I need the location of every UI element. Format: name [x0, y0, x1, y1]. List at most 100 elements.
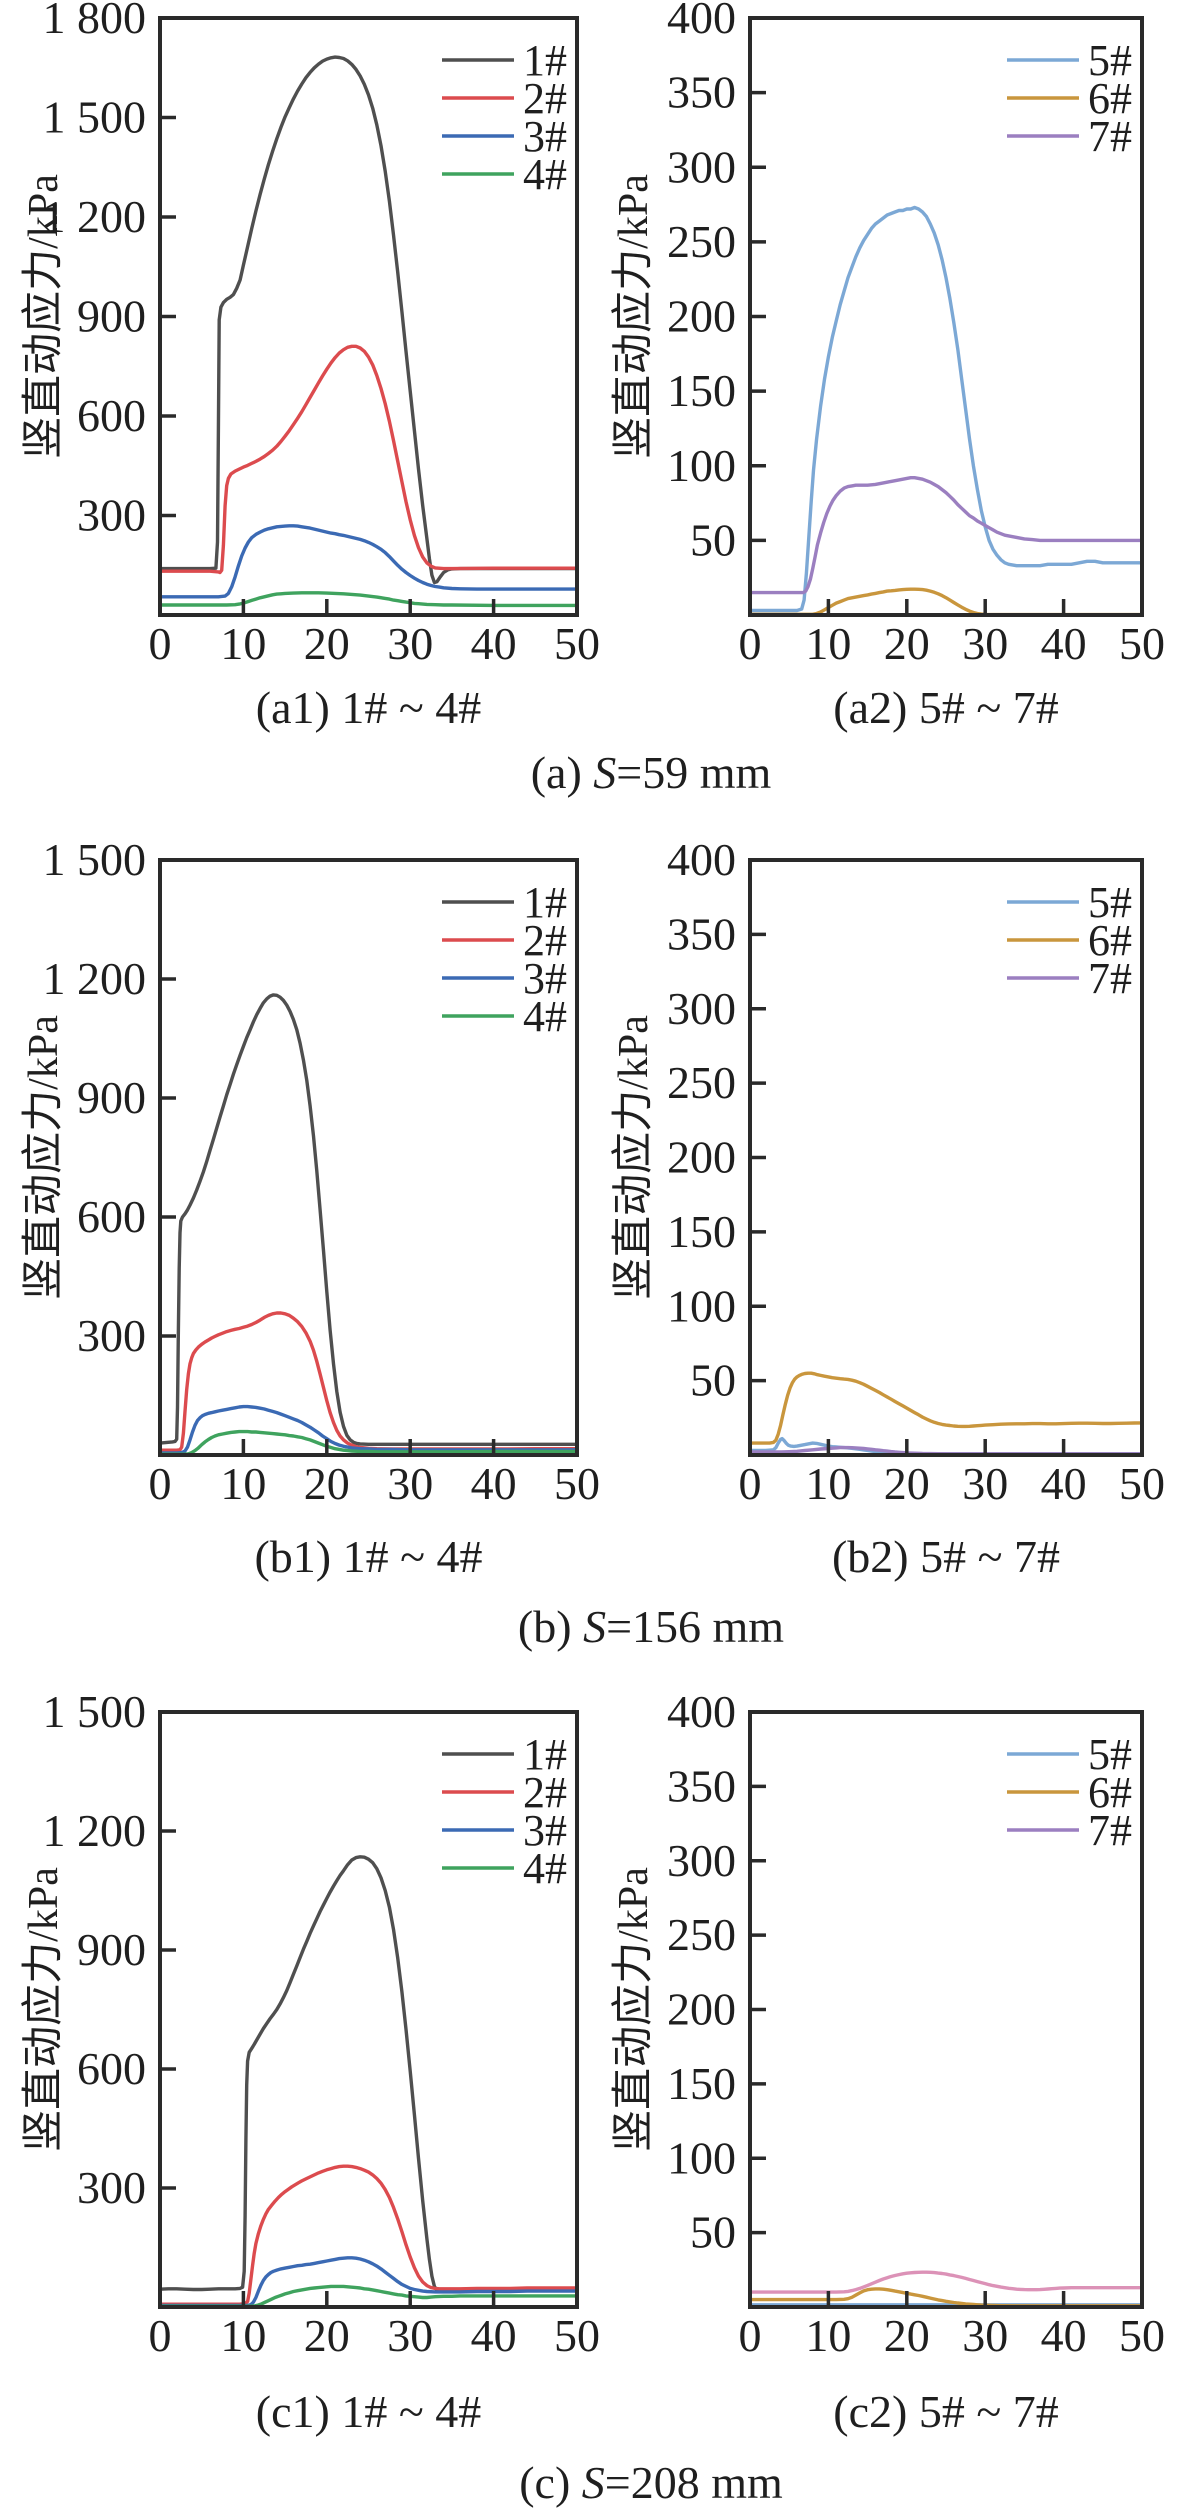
- y-tick-label: 1 800: [43, 0, 147, 43]
- series-4#: [158, 1429, 579, 1456]
- legend-label-3#: 3#: [523, 954, 567, 1003]
- x-tick-label: 20: [304, 1458, 350, 1509]
- y-tick-label: 100: [667, 2132, 736, 2183]
- x-tick-label: 30: [387, 2310, 433, 2361]
- y-tick-label: 200: [667, 1984, 736, 2035]
- x-tick-label: 0: [739, 1458, 762, 1509]
- series-2#: [158, 2164, 579, 2306]
- y-tick-label: 300: [667, 1835, 736, 1886]
- y-axis-label: 竖直动应力/kPa: [610, 1015, 657, 1300]
- y-tick-label: 150: [667, 365, 736, 416]
- y-tick-label: 350: [667, 67, 736, 118]
- legend-label-1#: 1#: [523, 1730, 567, 1779]
- y-tick-label: 50: [690, 1355, 736, 1406]
- y-tick-label: 250: [667, 216, 736, 267]
- y-tick-label: 150: [667, 2058, 736, 2109]
- caption-c1: (c1) 1# ~ 4#: [255, 2386, 482, 2437]
- y-tick-label: 200: [667, 291, 736, 342]
- x-tick-label: 50: [554, 2310, 600, 2361]
- chart-a2: 0 10 20 30 40 50 50 100 150 200 250 300 350 400 竖直动应力/…: [610, 0, 1165, 669]
- y-tick-label: 150: [667, 1206, 736, 1257]
- caption-c2: (c2) 5# ~ 7#: [833, 2386, 1059, 2437]
- series-5#: [748, 205, 1144, 613]
- x-tick-label: 40: [471, 618, 517, 669]
- series-7#: [748, 1445, 1144, 1456]
- x-tick-label: 0: [739, 618, 762, 669]
- caption-row-a: (a) S=59 mm: [530, 747, 772, 798]
- chart-b1: 0 10 20 30 40 50 300 600 900 1 200 1 500 竖直动应力/kPa 1…: [20, 834, 600, 1509]
- legend-label-1#: 1#: [523, 36, 567, 85]
- legend-label-6#: 6#: [1088, 74, 1132, 123]
- x-tick-label: 50: [554, 618, 600, 669]
- x-tick-label: 10: [220, 2310, 266, 2361]
- x-tick-label: 10: [220, 1458, 266, 1509]
- series-2#: [158, 1311, 579, 1452]
- plot-frame: [158, 858, 579, 1457]
- series-1#: [158, 55, 579, 585]
- y-tick-label: 400: [667, 834, 736, 885]
- x-tick-label: 0: [149, 618, 172, 669]
- x-tick-label: 50: [1119, 2310, 1165, 2361]
- x-tick-label: 10: [805, 618, 851, 669]
- x-tick-label: 0: [739, 2310, 762, 2361]
- y-tick-label: 1 500: [43, 92, 147, 143]
- y-tick-label: 900: [77, 291, 146, 342]
- y-tick-label: 100: [667, 1280, 736, 1331]
- x-tick-label: 50: [554, 1458, 600, 1509]
- x-tick-label: 50: [1119, 618, 1165, 669]
- y-tick-label: 250: [667, 1057, 736, 1108]
- chart-c2: 0 10 20 30 40 50 50 100 150 200 250 300 350 400 竖直动应力/…: [610, 1686, 1165, 2361]
- caption-row-b: (b) S=156 mm: [517, 1601, 785, 1652]
- legend-label-5#: 5#: [1088, 36, 1132, 85]
- y-tick-label: 250: [667, 1909, 736, 1960]
- x-tick-label: 40: [1041, 618, 1087, 669]
- legend-label-6#: 6#: [1088, 1768, 1132, 1817]
- x-tick-label: 20: [884, 1458, 930, 1509]
- x-tick-label: 0: [149, 2310, 172, 2361]
- legend-label-2#: 2#: [523, 1768, 567, 1817]
- legend-label-4#: 4#: [523, 992, 567, 1041]
- series-3#: [158, 2256, 579, 2308]
- x-tick-label: 20: [304, 2310, 350, 2361]
- chart-a1: 0 10 20 30 40 50 300 600 900 1 200 1 500 1 800 竖直动应力…: [20, 0, 600, 669]
- y-tick-label: 900: [77, 1072, 146, 1123]
- y-tick-label: 50: [690, 514, 736, 565]
- y-tick-label: 350: [667, 1760, 736, 1811]
- series-1#: [158, 1855, 579, 2294]
- legend-label-5#: 5#: [1088, 878, 1132, 927]
- y-tick-label: 600: [77, 390, 146, 441]
- y-tick-label: 100: [667, 440, 736, 491]
- plot-frame: [748, 858, 1144, 1457]
- y-tick-label: 1 200: [43, 191, 147, 242]
- y-tick-label: 900: [77, 1924, 146, 1975]
- series-7#: [748, 2270, 1144, 2294]
- y-tick-label: 300: [77, 2162, 146, 2213]
- x-tick-label: 10: [805, 2310, 851, 2361]
- series-4#: [158, 2284, 579, 2308]
- plot-frame: [158, 1710, 579, 2309]
- legend-label-2#: 2#: [523, 74, 567, 123]
- x-tick-label: 30: [962, 2310, 1008, 2361]
- y-tick-label: 400: [667, 1686, 736, 1737]
- caption-row-c: (c) S=208 mm: [519, 2457, 783, 2508]
- chart-b2: 0 10 20 30 40 50 50 100 150 200 250 300 350 400 竖直动应力/…: [610, 834, 1165, 1509]
- y-tick-label: 600: [77, 2043, 146, 2094]
- y-axis-label: 竖直动应力/kPa: [20, 174, 67, 459]
- y-tick-label: 1 500: [43, 1686, 147, 1737]
- series-3#: [158, 524, 579, 599]
- x-tick-label: 20: [304, 618, 350, 669]
- y-tick-label: 1 200: [43, 953, 147, 1004]
- chart-c1: 0 10 20 30 40 50 300 600 900 1 200 1 500 竖直动应力/kPa 1…: [20, 1686, 600, 2361]
- y-axis-label: 竖直动应力/kPa: [610, 174, 657, 459]
- x-tick-label: 40: [1041, 2310, 1087, 2361]
- series-7#: [748, 476, 1144, 595]
- legend-label-3#: 3#: [523, 1806, 567, 1855]
- y-axis-label: 竖直动应力/kPa: [20, 1867, 67, 2152]
- x-tick-label: 50: [1119, 1458, 1165, 1509]
- y-tick-label: 300: [77, 1310, 146, 1361]
- x-tick-label: 10: [805, 1458, 851, 1509]
- y-axis-label: 竖直动应力/kPa: [20, 1015, 67, 1300]
- legend-label-7#: 7#: [1088, 112, 1132, 161]
